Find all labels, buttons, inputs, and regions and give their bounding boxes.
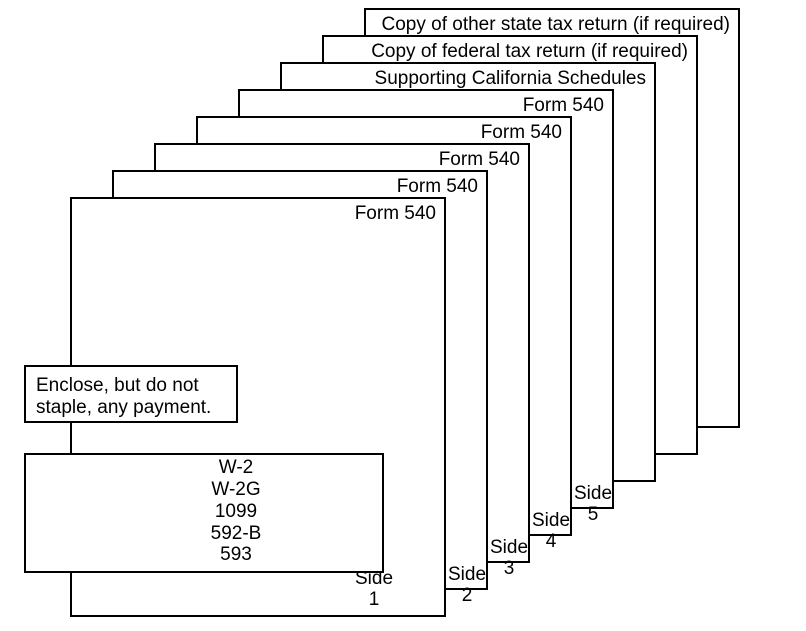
side-label-text: Side3 <box>486 538 532 580</box>
side-label-text: Side2 <box>444 565 490 607</box>
side-label: Side1 <box>344 569 404 611</box>
card-title: Form 540 <box>355 203 436 225</box>
assembly-diagram: Copy of other state tax return (if requi… <box>0 0 806 631</box>
payment-note: Enclose, but do notstaple, any payment. <box>24 365 238 423</box>
side-label: Side4 <box>528 511 574 553</box>
card-title: Copy of federal tax return (if required) <box>371 41 688 63</box>
forms-list-item: 1099 <box>196 501 276 523</box>
card-title: Form 540 <box>481 122 562 144</box>
forms-list-item: 593 <box>196 544 276 566</box>
side-label-text: Side1 <box>344 569 404 611</box>
card-title: Supporting California Schedules <box>375 68 646 90</box>
side-label: Side2 <box>444 565 490 607</box>
card-title: Form 540 <box>397 176 478 198</box>
side-label-text: Side4 <box>528 511 574 553</box>
card-title: Copy of other state tax return (if requi… <box>382 14 731 36</box>
side-label: Side3 <box>486 538 532 580</box>
note-line: Enclose, but do not <box>36 375 226 397</box>
side-label: Side5 <box>570 484 616 526</box>
forms-list-item: W-2G <box>196 479 276 501</box>
card-title: Form 540 <box>523 95 604 117</box>
side-label-text: Side5 <box>570 484 616 526</box>
card-title: Form 540 <box>439 149 520 171</box>
forms-list: W-2W-2G1099592-B593 <box>196 457 276 566</box>
note-line: staple, any payment. <box>36 397 226 419</box>
forms-list-item: 592-B <box>196 523 276 545</box>
forms-attachment-box: W-2W-2G1099592-B593 <box>24 453 384 573</box>
forms-list-item: W-2 <box>196 457 276 479</box>
